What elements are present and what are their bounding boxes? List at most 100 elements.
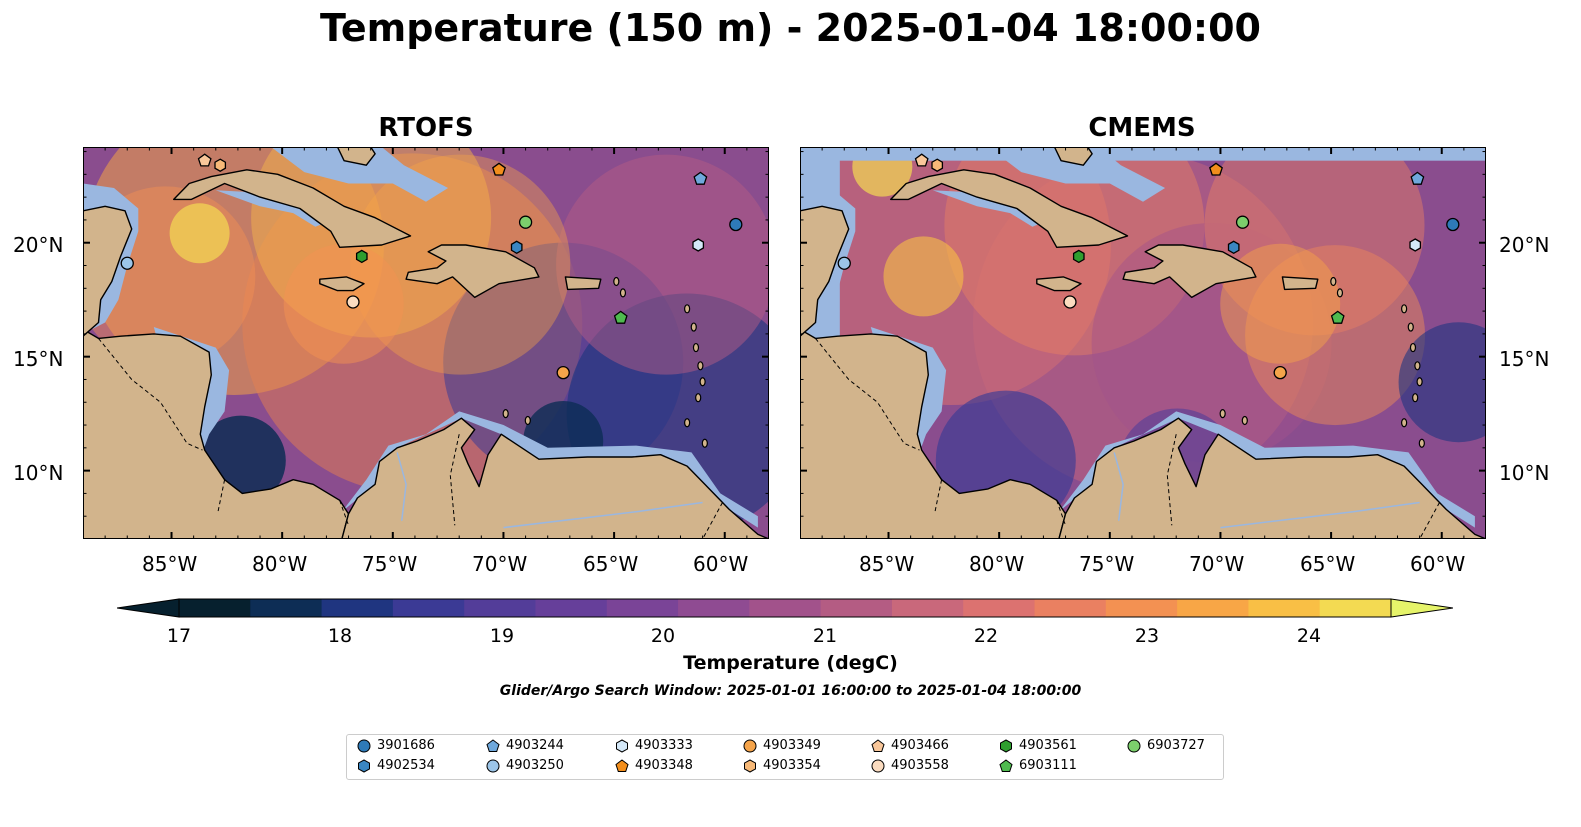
colorbar-frame xyxy=(178,598,1392,618)
colorbar-segment xyxy=(820,599,893,617)
bahamas-land xyxy=(336,147,376,166)
float-marker-3901686 xyxy=(1446,217,1460,232)
legend-item: 4903349 xyxy=(743,738,821,753)
island xyxy=(1241,415,1248,426)
float-marker-4903561 xyxy=(355,249,368,264)
colorbar-tick-label: 21 xyxy=(812,625,838,647)
colorbar-tick-label: 19 xyxy=(489,625,515,647)
float-legend: 3901686 4902534 4903244 4903250 4903333 … xyxy=(346,734,1224,780)
colorbar-tick-label: 20 xyxy=(650,625,676,647)
legend-item-label: 4903354 xyxy=(763,758,821,773)
island xyxy=(684,418,691,428)
island xyxy=(690,322,697,332)
float-marker-4903244 xyxy=(693,171,708,185)
cuba-land xyxy=(172,169,412,249)
island xyxy=(1336,288,1344,298)
legend-item-label: 4903250 xyxy=(506,758,564,773)
river xyxy=(396,452,407,521)
lon-tick-label: 85°W xyxy=(859,552,915,576)
map-panel-rtofs xyxy=(83,147,769,539)
island xyxy=(699,377,706,387)
island xyxy=(1407,322,1414,332)
legend-circle-marker-icon xyxy=(1127,739,1141,752)
lon-tick-label: 60°W xyxy=(693,552,749,576)
island xyxy=(697,361,704,371)
island xyxy=(1330,276,1337,287)
legend-circle-marker-icon xyxy=(871,759,885,772)
temperature-anomaly-blob xyxy=(556,154,769,375)
country-border xyxy=(934,479,943,512)
legend-item: 4903348 xyxy=(615,758,693,773)
island xyxy=(692,342,700,353)
float-marker-4903354 xyxy=(931,158,944,172)
island xyxy=(701,438,708,448)
temperature-anomaly-blob xyxy=(883,236,964,317)
colorbar xyxy=(117,598,1453,618)
colorbar-segment xyxy=(606,599,679,617)
colorbar-segment xyxy=(250,599,323,617)
float-marker-4903333 xyxy=(692,238,705,252)
yucatan-land xyxy=(800,205,850,337)
island xyxy=(1412,393,1419,403)
island xyxy=(619,288,627,298)
island xyxy=(1416,377,1423,387)
jamaica-land xyxy=(319,276,365,292)
colorbar-segment xyxy=(1105,599,1178,617)
country-border xyxy=(815,338,920,451)
legend-item-label: 4903348 xyxy=(635,758,693,773)
legend-pentagon-marker-icon xyxy=(871,738,885,752)
legend-circle-marker-icon xyxy=(743,739,757,752)
central-america-land xyxy=(800,328,1067,539)
legend-item-label: 4903244 xyxy=(506,738,564,753)
island xyxy=(1401,304,1408,314)
legend-pentagon-marker-icon xyxy=(999,758,1013,772)
legend-circle-marker-icon xyxy=(357,739,371,752)
colorbar-segment xyxy=(392,599,465,617)
colorbar-tick-label: 23 xyxy=(1134,625,1160,647)
float-marker-4903561 xyxy=(1072,249,1085,264)
river xyxy=(1113,452,1124,521)
temperature-anomaly-blob xyxy=(1245,245,1426,426)
lon-tick-label: 70°W xyxy=(472,552,528,576)
lon-tick-label: 60°W xyxy=(1410,552,1466,576)
legend-hexagon-marker-icon xyxy=(616,738,628,753)
lat-tick-label: 10°N xyxy=(1499,461,1550,485)
colorbar-segment xyxy=(749,599,822,617)
float-marker-4902534 xyxy=(510,240,523,255)
river xyxy=(503,501,703,529)
colorbar-segment xyxy=(963,599,1036,617)
lon-tick-label: 80°W xyxy=(969,552,1025,576)
legend-item-label: 4903561 xyxy=(1019,738,1077,753)
colorbar-under-arrow xyxy=(117,598,180,618)
lon-tick-label: 75°W xyxy=(362,552,418,576)
lon-tick-label: 65°W xyxy=(1300,552,1356,576)
temperature-anomaly-blob xyxy=(283,243,404,364)
colorbar-segment xyxy=(179,599,251,617)
colorbar-segment xyxy=(1248,599,1321,617)
colorbar-segment xyxy=(535,599,608,617)
float-marker-4903250 xyxy=(120,256,134,270)
hispaniola-land xyxy=(405,244,540,299)
float-marker-4903354 xyxy=(214,158,227,172)
island xyxy=(524,415,531,426)
island xyxy=(613,276,620,287)
panel-title-cmems: CMEMS xyxy=(1088,113,1196,143)
legend-item: 6903111 xyxy=(999,758,1077,773)
legend-hexagon-marker-icon xyxy=(1000,738,1012,753)
lon-tick-label: 75°W xyxy=(1079,552,1135,576)
float-marker-4903244 xyxy=(1410,171,1425,185)
colorbar-tick-label: 22 xyxy=(973,625,999,647)
legend-pentagon-marker-icon xyxy=(486,738,500,752)
float-marker-4903466 xyxy=(914,153,929,167)
lon-tick-label: 80°W xyxy=(252,552,308,576)
lat-tick-label: 15°N xyxy=(1499,347,1550,371)
float-marker-4903558 xyxy=(346,295,360,309)
legend-item-label: 6903111 xyxy=(1019,758,1077,773)
island xyxy=(684,304,691,314)
figure-title: Temperature (150 m) - 2025-01-04 18:00:0… xyxy=(319,6,1261,50)
legend-item-label: 3901686 xyxy=(377,738,435,753)
colorbar-label: Temperature (degC) xyxy=(683,652,898,674)
colorbar-segment xyxy=(321,599,394,617)
island xyxy=(1414,361,1421,371)
jamaica-land xyxy=(1036,276,1082,292)
